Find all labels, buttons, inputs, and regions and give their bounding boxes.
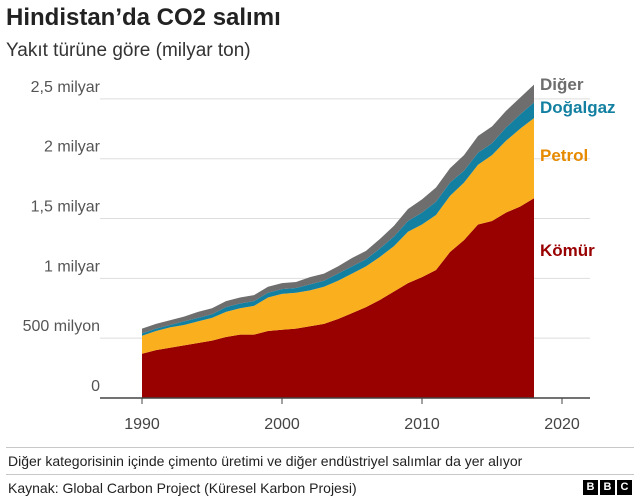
chart-title: Hindistan’da CO2 salımı [6, 4, 281, 31]
series-label-komur: Kömür [540, 241, 595, 260]
x-tick-label: 2020 [544, 416, 580, 433]
x-tick-label: 2010 [404, 416, 440, 433]
series-label-petrol: Petrol [540, 146, 588, 165]
y-tick-label: 1 milyar [44, 258, 101, 275]
bbc-logo: B B C [583, 480, 632, 495]
area-series [142, 84, 534, 398]
y-tick-label: 500 milyon [23, 318, 100, 335]
y-tick-label: 2,5 milyar [31, 79, 101, 96]
x-tick-label: 2000 [264, 416, 300, 433]
y-tick-label: 2 milyar [44, 139, 101, 156]
logo-letter: B [600, 480, 615, 495]
axes: 0 500 milyon 1 milyar 1,5 milyar 2 milyar 2,5… [23, 79, 590, 433]
x-tick-label: 1990 [124, 416, 160, 433]
source-credit: Kaynak: Global Carbon Project (Küresel K… [8, 480, 357, 496]
series-label-diger: Diğer [540, 75, 584, 94]
area-komur [142, 198, 534, 398]
series-labels: Kömür Petrol Doğalgaz Diğer [540, 75, 616, 260]
series-label-dogalgaz: Doğalgaz [540, 98, 616, 117]
chart-subtitle: Yakıt türüne göre (milyar ton) [6, 40, 251, 61]
stacked-area-chart: 0 500 milyon 1 milyar 1,5 milyar 2 milyar 2,5… [23, 75, 616, 433]
divider-top [6, 447, 634, 448]
logo-letter: C [617, 480, 632, 495]
divider-bottom [6, 474, 634, 475]
footnote: Diğer kategorisinin içinde çimento üreti… [8, 453, 523, 469]
area-petrol [142, 118, 534, 354]
y-tick-label: 0 [91, 378, 100, 395]
y-tick-label: 1,5 milyar [31, 199, 101, 216]
logo-letter: B [583, 480, 598, 495]
